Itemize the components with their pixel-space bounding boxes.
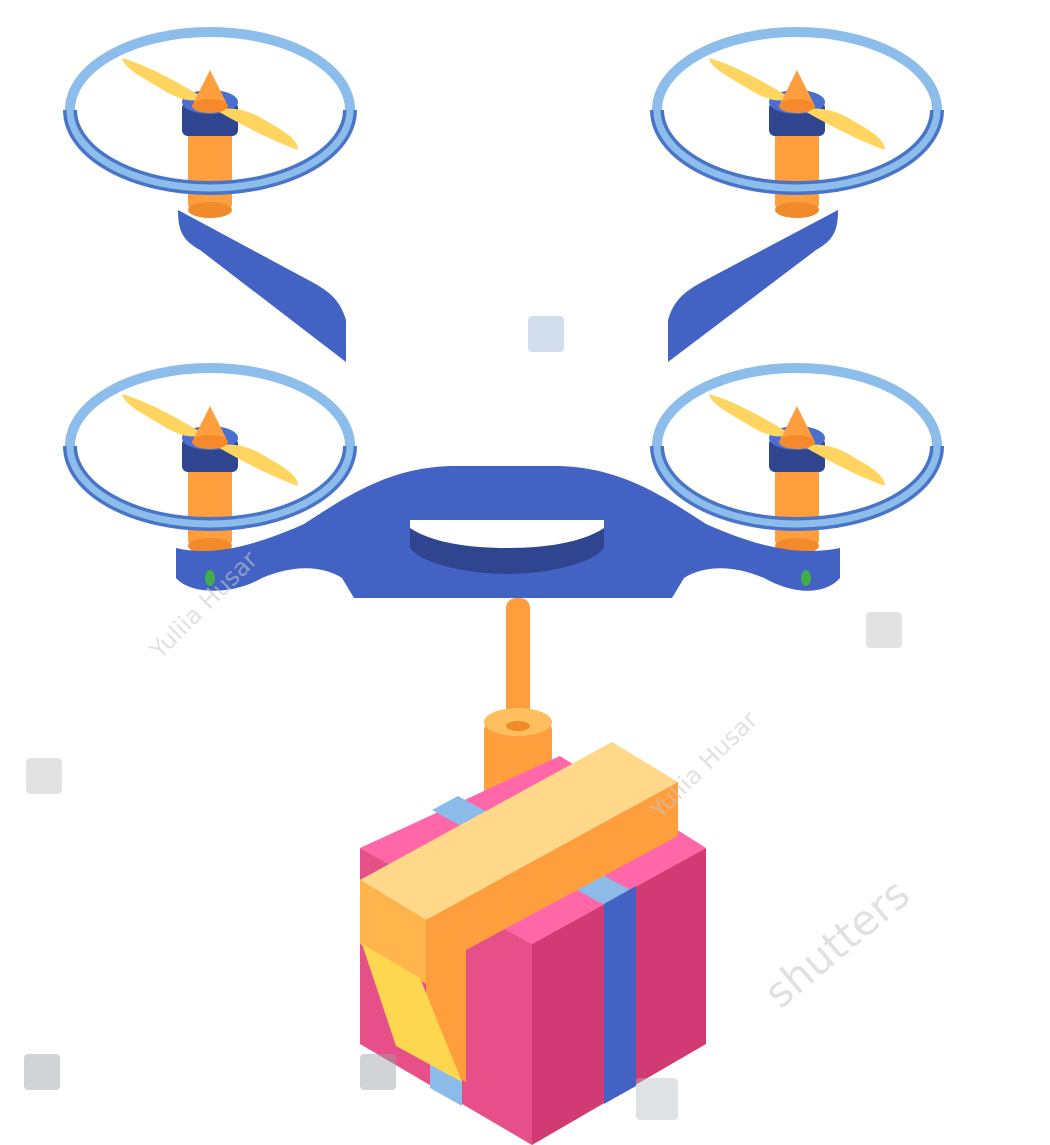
status-led-left [205, 570, 215, 586]
rotor-back-left [70, 32, 350, 218]
shutterstock-logo-icon [24, 316, 902, 1120]
watermark-author-2: Yuliia Husar [644, 706, 763, 825]
rotor-back-right [657, 32, 937, 218]
status-led-right [801, 570, 811, 586]
watermark-brand: shutters [755, 869, 919, 1018]
arm-back-right [668, 210, 838, 362]
arm-back-left [178, 210, 346, 362]
gift-box [360, 742, 706, 1145]
drone-body [176, 466, 840, 598]
